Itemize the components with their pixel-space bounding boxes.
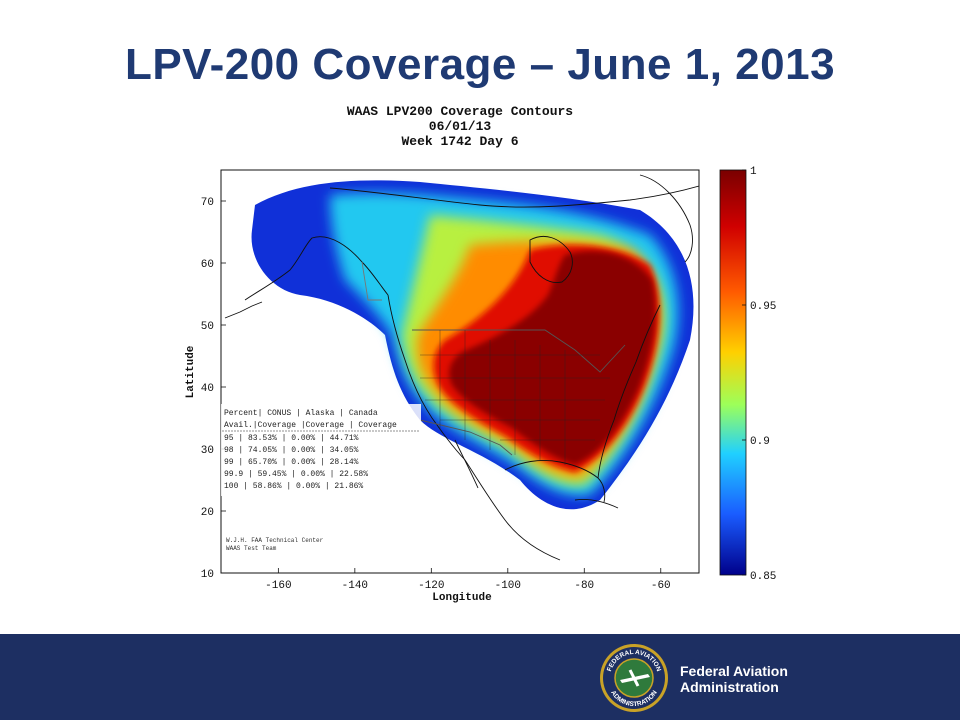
y-tick-label: 60 bbox=[201, 259, 214, 271]
x-tick-label: -160 bbox=[265, 580, 291, 592]
table-line: 98 | 74.05% | 0.00% | 34.05% bbox=[224, 446, 359, 455]
y-axis-label: Latitude bbox=[185, 345, 197, 398]
y-tick-label: 20 bbox=[201, 507, 214, 519]
y-tick-label: 50 bbox=[201, 321, 214, 333]
table-line: Avail.|Coverage |Coverage | Coverage bbox=[224, 421, 397, 430]
coastlines bbox=[224, 174, 699, 561]
x-tick-label: -100 bbox=[495, 580, 521, 592]
colorbar-ticks: 1 0.95 0.9 0.85 bbox=[742, 166, 776, 583]
colorbar-tick-label: 1 bbox=[750, 166, 757, 178]
y-tick-label: 10 bbox=[201, 569, 214, 581]
coverage-map: -160 -140 -120 -100 -80 -60 70 60 50 40 30 20 10 Lo… bbox=[185, 166, 776, 604]
footer-band: FEDERAL AVIATION ADMINISTRATION bbox=[0, 634, 960, 720]
plot-title-line-3: Week 1742 Day 6 bbox=[401, 134, 519, 149]
us-canada-border bbox=[412, 329, 626, 373]
x-tick-label: -140 bbox=[342, 580, 368, 592]
us-mexico-border bbox=[419, 419, 513, 456]
y-tick-label: 40 bbox=[201, 383, 214, 395]
colorbar-tick-label: 0.85 bbox=[750, 571, 776, 583]
y-tick-label: 30 bbox=[201, 445, 214, 457]
agency-name-line-2: Administration bbox=[680, 679, 779, 695]
x-tick-label: -80 bbox=[574, 580, 594, 592]
colorbar bbox=[719, 169, 747, 576]
coast-gulf bbox=[504, 459, 606, 503]
coast-arctic bbox=[329, 185, 699, 208]
colorbar-tick-label: 0.9 bbox=[750, 436, 770, 448]
contour-1.0 bbox=[449, 251, 656, 465]
agency-name-line-1: Federal Aviation bbox=[680, 663, 788, 679]
slide-title: LPV-200 Coverage – June 1, 2013 bbox=[124, 40, 836, 89]
plot-title-line-2: 06/01/13 bbox=[428, 119, 492, 134]
state-borders bbox=[420, 330, 610, 465]
agency-name: Federal Aviation Administration bbox=[680, 663, 788, 695]
coast-greenland bbox=[639, 174, 693, 263]
x-axis: -160 -140 -120 -100 -80 -60 bbox=[265, 568, 671, 592]
coast-alaska bbox=[244, 236, 389, 301]
coast-west bbox=[387, 294, 561, 561]
colorbar-tick-label: 0.95 bbox=[750, 301, 776, 313]
credit-line: WAAS Test Team bbox=[226, 545, 277, 552]
table-line: 100 | 58.86% | 0.00% | 21.86% bbox=[224, 482, 363, 491]
y-tick-label: 70 bbox=[201, 197, 214, 209]
coast-baja bbox=[454, 439, 479, 489]
plot-title-line-1: WAAS LPV200 Coverage Contours bbox=[346, 104, 574, 119]
table-line: 99 | 65.70% | 0.00% | 28.14% bbox=[224, 458, 359, 467]
x-tick-label: -60 bbox=[651, 580, 671, 592]
table-line: 95 | 83.53% | 0.00% | 44.71% bbox=[224, 434, 359, 443]
credit-line: W.J.H. FAA Technical Center bbox=[226, 537, 324, 544]
x-axis-label: Longitude bbox=[432, 592, 492, 604]
table-line: Percent| CONUS | Alaska | Canada bbox=[224, 409, 378, 418]
faa-seal-icon: FEDERAL AVIATION ADMINISTRATION bbox=[600, 644, 668, 712]
coast-aleutians bbox=[224, 301, 263, 319]
y-axis: 70 60 50 40 30 20 10 bbox=[201, 197, 226, 581]
coverage-table: Percent| CONUS | Alaska | Canada Avail.|… bbox=[221, 404, 421, 496]
alaska-border bbox=[361, 261, 382, 301]
coast-hudson bbox=[529, 236, 573, 283]
table-line: 99.9 | 59.45% | 0.00% | 22.58% bbox=[224, 470, 368, 479]
plot-title: WAAS LPV200 Coverage Contours 06/01/13 W… bbox=[260, 104, 660, 149]
coast-east bbox=[597, 304, 661, 479]
x-tick-label: -120 bbox=[418, 580, 444, 592]
coast-cuba bbox=[574, 499, 619, 509]
plot-frame bbox=[220, 169, 700, 574]
